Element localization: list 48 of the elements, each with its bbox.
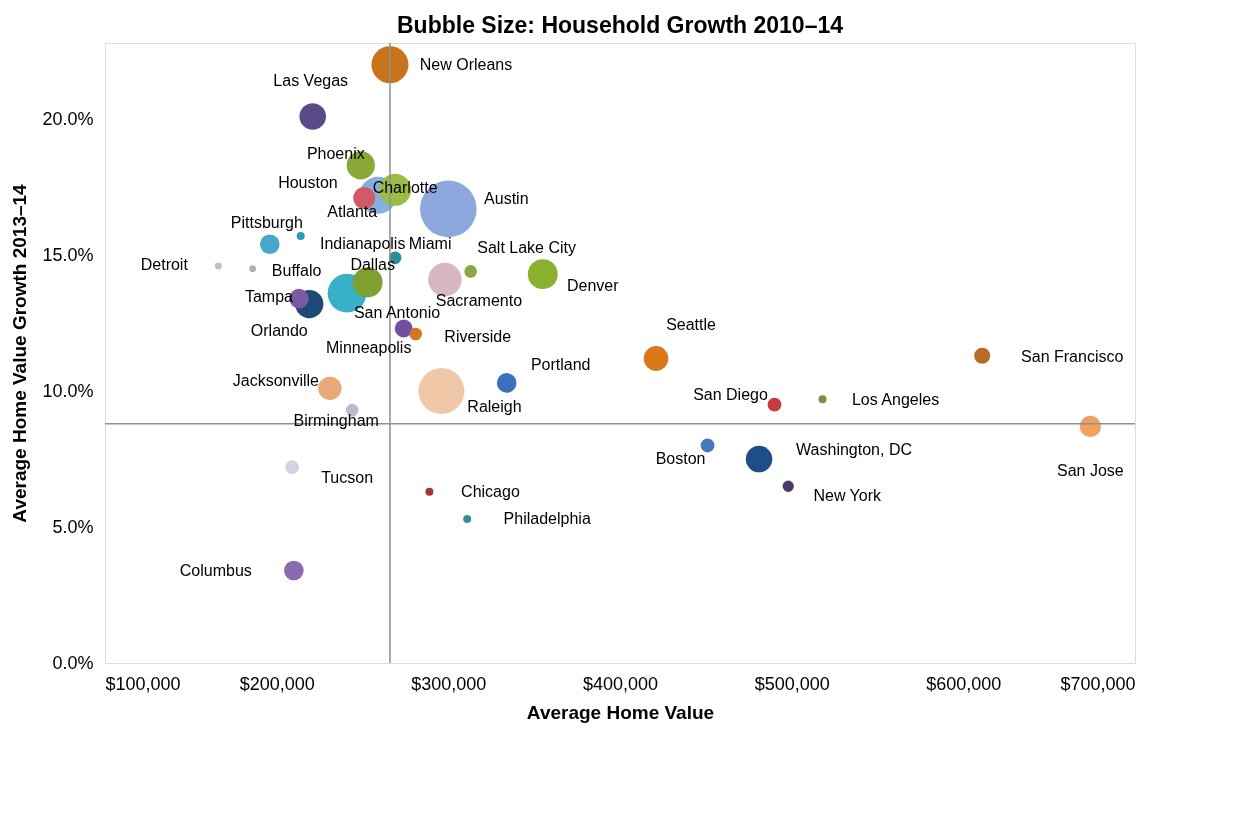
annotation: Denver — [566, 277, 620, 295]
annotation: Las Vegas — [273, 72, 349, 90]
annotation: Salt Lake City — [477, 239, 577, 257]
annotation: New York — [813, 487, 883, 505]
annotation: Los Angeles — [851, 391, 940, 409]
annotation: Tucson — [321, 469, 374, 487]
annotation: New Orleans — [419, 55, 513, 73]
y-tick-label: 15.0% — [42, 244, 94, 265]
annotation: Jacksonville — [232, 372, 320, 390]
y-tick-label: 20.0% — [42, 108, 94, 129]
x-tick-label: $200,000 — [239, 673, 315, 694]
x-tick-label: $500,000 — [754, 673, 830, 694]
y-tick-label: 5.0% — [52, 516, 94, 537]
annotation: Buffalo — [271, 261, 322, 279]
annotation: Phoenix — [306, 145, 365, 163]
annotation: Philadelphia — [503, 509, 591, 527]
x-axis-title: Average Home Value — [526, 701, 715, 723]
annotation: Minneapolis — [326, 338, 412, 356]
annotation: San Diego — [693, 385, 768, 403]
annotation: Dallas — [350, 256, 395, 274]
y-tick-label: 10.0% — [42, 380, 94, 401]
annotation: Riverside — [444, 327, 512, 345]
annotation: Pittsburgh — [230, 214, 303, 232]
annotation: Chicago — [461, 482, 520, 500]
annotation: Washington, DC — [796, 441, 912, 459]
annotation: Orlando — [250, 322, 308, 340]
x-tick-label: $600,000 — [926, 673, 1002, 694]
x-tick-label: $300,000 — [411, 673, 487, 694]
annotation: San Jose — [1057, 462, 1124, 480]
x-tick-label: $100,000 — [105, 673, 181, 694]
annotation: Detroit — [140, 255, 189, 273]
chart-title: Bubble Size: Household Growth 2010–14 — [396, 12, 844, 39]
annotation: Birmingham — [293, 412, 379, 430]
annotation: Indianapolis — [320, 235, 406, 253]
x-tick-label: $400,000 — [582, 673, 659, 694]
x-tick-label: $700,000 — [1060, 673, 1136, 694]
annotation: Miami — [408, 234, 452, 252]
annotation: San Francisco — [1021, 347, 1124, 365]
annotation: Raleigh — [467, 398, 522, 416]
annotation: Atlanta — [327, 203, 378, 220]
annotation: Columbus — [179, 561, 252, 579]
y-axis-title: Average Home Value Growth 2013–14 — [9, 183, 31, 523]
y-tick-label: 0.0% — [52, 652, 94, 673]
annotation: Austin — [484, 189, 529, 207]
annotation: Houston — [278, 174, 338, 192]
annotation: Seattle — [666, 316, 717, 334]
annotation: Boston — [655, 450, 706, 468]
annotation: Portland — [530, 355, 591, 373]
